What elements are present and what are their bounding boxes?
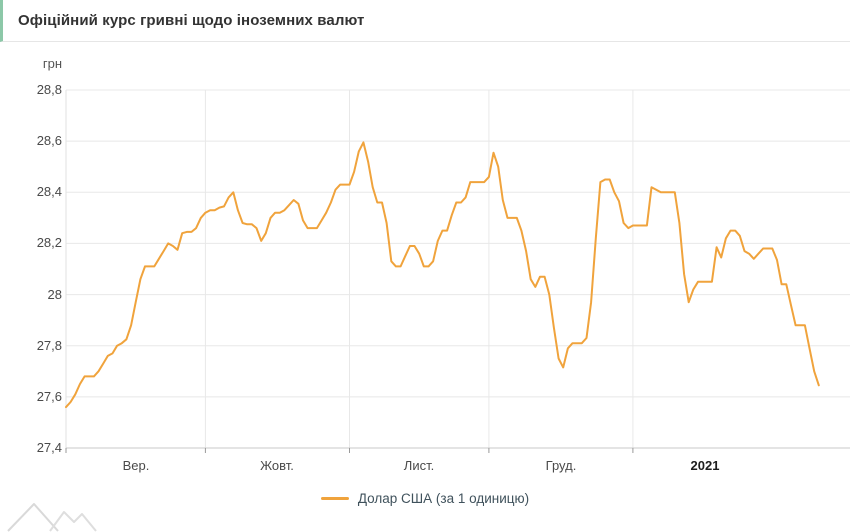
x-axis-label-november: Лист. — [403, 458, 435, 473]
y-tick-label: 27,4 — [36, 440, 62, 455]
legend-label: Долар США (за 1 одиницю) — [357, 491, 530, 506]
x-axis-label-october: Жовт. — [260, 458, 294, 473]
x-axis-label-2021: 2021 — [690, 458, 720, 473]
y-tick-label: 28,8 — [36, 82, 62, 97]
series-line-icon — [320, 497, 349, 500]
y-tick-label: 28,6 — [36, 133, 62, 149]
legend-item-usd[interactable]: Долар США (за 1 одиницю) — [320, 491, 530, 506]
y-tick-label: 27,8 — [36, 337, 62, 353]
mountains-logo-icon — [7, 503, 97, 532]
y-tick-label: 27,6 — [36, 388, 62, 404]
chart-title: Офіційний курс гривні щодо іноземних вал… — [18, 12, 365, 29]
y-tick-label: 28,4 — [36, 184, 62, 200]
y-tick-label: 28 — [47, 286, 62, 302]
chart-header: Офіційний курс гривні щодо іноземних вал… — [0, 0, 850, 42]
x-axis-label-september: Вер. — [122, 458, 150, 473]
y-axis-unit-label: грн — [42, 56, 62, 71]
legend: Долар США (за 1 одиницю) — [0, 491, 850, 506]
x-axis-label-december: Груд. — [545, 458, 577, 473]
y-tick-label: 28,2 — [36, 235, 62, 251]
